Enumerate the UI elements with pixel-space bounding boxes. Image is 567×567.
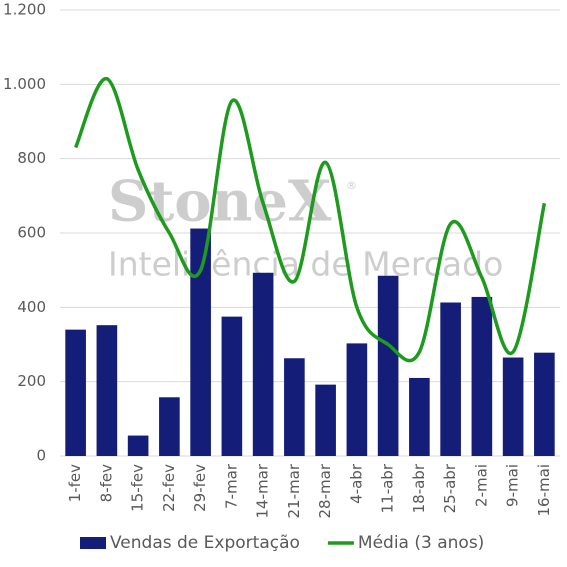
bar bbox=[502, 357, 524, 456]
bar bbox=[471, 296, 493, 456]
bar bbox=[65, 329, 86, 456]
y-tick-label: 0 bbox=[36, 447, 46, 465]
y-tick-label: 400 bbox=[17, 298, 46, 316]
watermark-mark: ® bbox=[346, 179, 357, 192]
x-tick-label: 2-mai bbox=[472, 464, 490, 507]
bar bbox=[440, 302, 461, 456]
y-tick-label: 1.200 bbox=[3, 1, 46, 19]
bar bbox=[221, 316, 243, 456]
bar bbox=[346, 343, 368, 456]
bar bbox=[315, 384, 336, 456]
x-tick-label: 7-mar bbox=[222, 463, 240, 509]
legend-label: Média (3 anos) bbox=[358, 533, 484, 553]
x-tick-label: 18-abr bbox=[410, 463, 428, 513]
x-tick-label: 9-mai bbox=[504, 464, 522, 507]
x-tick-label: 29-fev bbox=[191, 464, 209, 512]
y-tick-label: 800 bbox=[17, 149, 46, 167]
x-tick-label: 21-mar bbox=[285, 463, 303, 518]
watermark: StoneX ® Inteligência de Mercado bbox=[108, 169, 503, 284]
x-tick-label: 15-fev bbox=[129, 464, 147, 512]
x-tick-label: 14-mar bbox=[254, 463, 272, 518]
x-tick-label: 22-fev bbox=[160, 464, 178, 512]
x-tick-label: 11-abr bbox=[379, 463, 397, 513]
bar bbox=[159, 397, 180, 456]
bar bbox=[190, 228, 211, 456]
line bbox=[74, 77, 547, 363]
bar bbox=[377, 275, 399, 456]
x-tick-label: 1-fev bbox=[66, 464, 84, 502]
y-tick-label: 1.000 bbox=[3, 75, 46, 93]
bar bbox=[284, 358, 305, 456]
y-tick-label: 200 bbox=[17, 372, 46, 390]
bar bbox=[409, 377, 430, 456]
bar bbox=[534, 352, 555, 456]
bar bbox=[127, 435, 149, 456]
watermark-brand: StoneX bbox=[108, 169, 332, 235]
bar bbox=[96, 325, 118, 456]
x-tick-label: 25-abr bbox=[441, 463, 459, 513]
legend-label: Vendas de Exportação bbox=[110, 533, 300, 553]
y-tick-label: 600 bbox=[17, 224, 46, 242]
legend-swatch bbox=[80, 537, 106, 549]
x-tick-label: 8-fev bbox=[97, 464, 115, 502]
x-tick-label: 28-mar bbox=[316, 463, 334, 518]
bar bbox=[252, 272, 274, 456]
x-tick-label: 16-mai bbox=[535, 464, 553, 516]
x-tick-label: 4-abr bbox=[347, 463, 365, 504]
